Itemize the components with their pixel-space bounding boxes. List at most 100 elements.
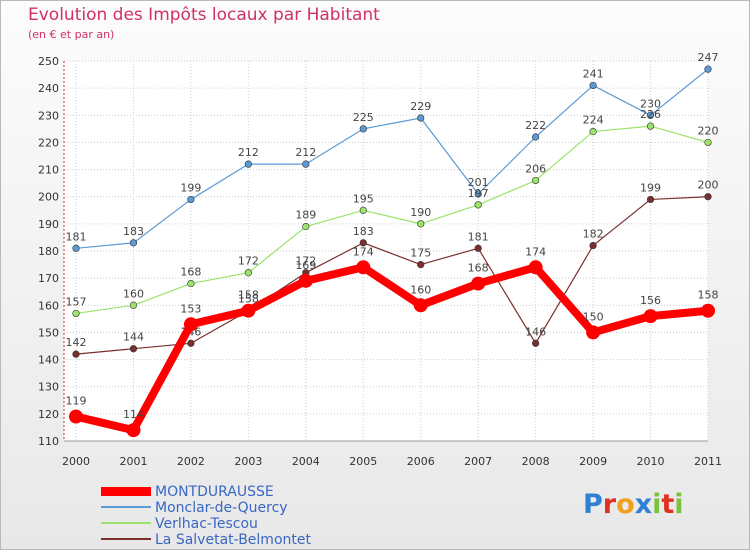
y-tick-label: 120: [38, 408, 59, 421]
data-point-la-salvetat-belmontet: [417, 260, 425, 269]
data-point-monclar-de-quercy: [72, 244, 80, 252]
y-tick-label: 190: [38, 218, 59, 231]
logo-letter: P: [583, 489, 603, 520]
data-point-monclar-de-quercy: [646, 111, 655, 119]
data-point-monclar-de-quercy: [417, 114, 425, 122]
data-label-monclar-de-quercy: 212: [295, 146, 316, 159]
logo-letter: o: [616, 489, 635, 520]
chart-title: Evolution des Impôts locaux par Habitant: [28, 5, 380, 25]
y-tick-label: 160: [38, 299, 59, 312]
data-point-verlhac-tescou: [187, 279, 195, 288]
x-tick-label: 2005: [349, 455, 377, 468]
y-tick-label: 170: [38, 272, 59, 285]
data-label-monclar-de-quercy: 183: [123, 225, 144, 238]
data-point-montdurausse: [528, 260, 543, 275]
data-point-montdurausse: [298, 273, 313, 288]
data-point-montdurausse: [701, 303, 715, 318]
data-point-monclar-de-quercy: [302, 160, 310, 168]
data-label-monclar-de-quercy: 181: [66, 230, 87, 243]
data-point-la-salvetat-belmontet: [72, 350, 80, 358]
data-label-verlhac-tescou: 168: [180, 266, 201, 279]
data-label-la-salvetat-belmontet: 175: [410, 247, 431, 260]
y-tick-label: 140: [38, 354, 59, 367]
data-label-verlhac-tescou: 195: [353, 192, 374, 205]
data-label-verlhac-tescou: 226: [640, 108, 661, 121]
data-point-la-salvetat-belmontet: [359, 239, 367, 247]
x-tick-label: 2006: [407, 455, 435, 468]
x-tick-label: 2008: [522, 455, 550, 468]
y-tick-label: 200: [38, 191, 59, 204]
y-tick-label: 130: [38, 381, 59, 394]
data-label-monclar-de-quercy: 247: [698, 51, 719, 64]
legend-swatch-montdurausse: [101, 487, 151, 496]
data-label-montdurausse: 156: [640, 294, 661, 307]
data-point-montdurausse: [356, 260, 371, 275]
data-point-verlhac-tescou: [589, 127, 597, 136]
data-point-verlhac-tescou: [704, 138, 712, 147]
data-label-verlhac-tescou: 197: [468, 187, 489, 200]
data-point-monclar-de-quercy: [244, 160, 252, 168]
data-label-montdurausse: 119: [66, 395, 87, 408]
logo-letter: r: [602, 489, 617, 520]
data-label-montdurausse: 168: [468, 262, 489, 275]
legend-label-monclar: Monclar-de-Quercy: [155, 500, 288, 516]
data-point-la-salvetat-belmontet: [646, 195, 655, 204]
x-tick-label: 2003: [234, 455, 262, 468]
proxiti-logo: Proxiti: [583, 489, 684, 520]
data-label-monclar-de-quercy: 241: [583, 67, 604, 80]
x-tick-label: 2009: [579, 455, 607, 468]
series-line-verlhac-tescou: [75, 125, 709, 315]
data-label-verlhac-tescou: 160: [123, 287, 144, 300]
y-tick-label: 210: [38, 164, 59, 177]
legend-label-salvetat: La Salvetat-Belmontet: [155, 532, 311, 548]
data-label-monclar-de-quercy: 199: [180, 181, 201, 194]
logo-letter: t: [661, 489, 675, 520]
data-point-verlhac-tescou: [532, 176, 540, 185]
data-label-la-salvetat-belmontet: 146: [525, 325, 546, 338]
data-point-verlhac-tescou: [72, 309, 80, 318]
data-point-montdurausse: [413, 298, 428, 313]
data-label-la-salvetat-belmontet: 172: [295, 255, 316, 268]
y-tick-label: 180: [38, 245, 59, 258]
data-point-verlhac-tescou: [302, 222, 310, 231]
x-tick-label: 2011: [694, 455, 722, 468]
data-label-verlhac-tescou: 220: [698, 124, 719, 137]
data-point-montdurausse: [471, 276, 486, 291]
data-label-montdurausse: 169: [295, 259, 316, 272]
data-label-montdurausse: 158: [698, 289, 719, 302]
data-point-monclar-de-quercy: [129, 239, 138, 247]
data-label-monclar-de-quercy: 201: [468, 176, 489, 189]
x-tick-label: 2002: [177, 455, 205, 468]
data-label-monclar-de-quercy: 225: [353, 111, 374, 124]
x-tick-label: 2004: [292, 455, 320, 468]
x-tick-label: 2010: [637, 455, 665, 468]
data-point-la-salvetat-belmontet: [589, 241, 597, 250]
data-point-la-salvetat-belmontet: [532, 339, 540, 347]
data-point-verlhac-tescou: [244, 269, 252, 277]
legend-swatch-verlhac: [101, 522, 151, 524]
data-label-montdurausse: 174: [353, 245, 374, 258]
data-label-verlhac-tescou: 224: [583, 114, 604, 127]
data-point-montdurausse: [183, 317, 198, 332]
data-point-monclar-de-quercy: [474, 190, 482, 198]
data-label-verlhac-tescou: 206: [525, 162, 546, 175]
data-label-monclar-de-quercy: 222: [525, 119, 546, 132]
legend-label-montdurausse: MONTDURAUSSE: [155, 484, 274, 500]
data-point-verlhac-tescou: [474, 201, 482, 209]
y-tick-label: 250: [38, 55, 59, 68]
logo-letter: i: [652, 489, 662, 520]
series-line-montdurausse: [75, 263, 709, 435]
data-label-verlhac-tescou: 190: [410, 206, 431, 219]
y-tick-label: 220: [38, 136, 59, 149]
data-point-verlhac-tescou: [646, 122, 655, 130]
data-label-verlhac-tescou: 157: [66, 295, 87, 308]
data-label-la-salvetat-belmontet: 158: [238, 293, 259, 306]
data-label-verlhac-tescou: 172: [238, 255, 259, 268]
data-label-la-salvetat-belmontet: 183: [353, 225, 374, 238]
data-label-monclar-de-quercy: 230: [640, 97, 661, 110]
data-label-la-salvetat-belmontet: 200: [698, 179, 719, 192]
legend-swatch-salvetat: [101, 538, 151, 540]
data-point-monclar-de-quercy: [359, 125, 367, 133]
data-point-la-salvetat-belmontet: [474, 244, 482, 252]
